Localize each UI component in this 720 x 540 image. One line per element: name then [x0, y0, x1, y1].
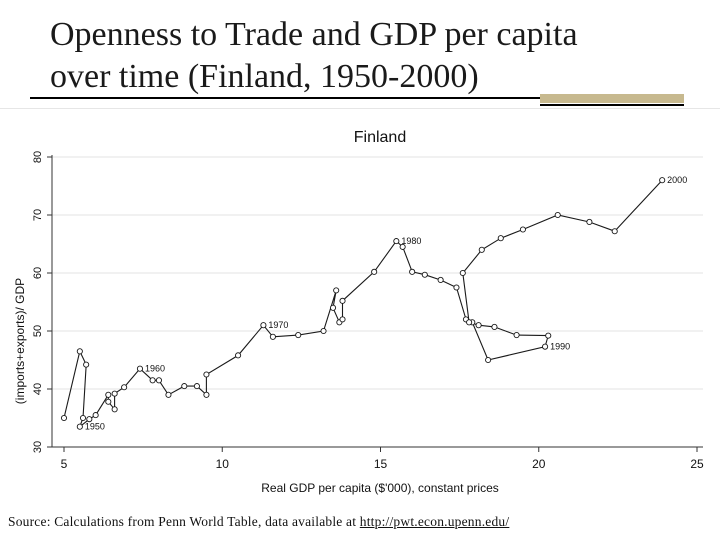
annotation-label: 1960: [145, 364, 165, 374]
data-point: [339, 316, 346, 323]
data-point: [421, 271, 428, 278]
accent-bar-underline: [540, 104, 684, 106]
series-points: [60, 177, 666, 430]
data-point: [105, 391, 112, 398]
y-tick-label: 50: [32, 325, 44, 337]
data-point: [136, 365, 144, 372]
data-point: [586, 218, 593, 226]
finland-chart: Finland 30 40 50 60 70 80 5 10 15 20 25 Real GDP p…: [13, 129, 704, 495]
data-point: [235, 352, 242, 359]
data-point: [60, 414, 68, 422]
data-point: [269, 333, 276, 340]
data-point: [193, 383, 200, 390]
data-point: [478, 246, 485, 253]
data-point: [466, 319, 473, 326]
data-point: [83, 361, 90, 368]
annotation-label: 1980: [401, 236, 421, 246]
annotation-label: 1970: [268, 320, 288, 330]
annotation-label: 2000: [667, 175, 687, 185]
y-tick-label: 60: [32, 267, 44, 279]
data-point: [92, 412, 99, 419]
data-point: [393, 238, 400, 245]
y-tick-label: 70: [32, 209, 44, 221]
y-tick-label: 30: [32, 441, 44, 453]
data-point: [76, 348, 83, 355]
title-underline: [30, 97, 540, 99]
data-point: [79, 414, 87, 422]
data-point: [409, 268, 416, 275]
data-point: [437, 276, 444, 284]
axes: 30 40 50 60 70 80 5 10 15 20 25: [32, 151, 704, 471]
chart-panel: Finland 30 40 50 60 70 80 5 10 15 20 25 Real GDP p…: [0, 108, 720, 511]
accent-bar: [540, 94, 684, 103]
data-point: [111, 406, 118, 413]
annotation-label: 1950: [85, 422, 105, 432]
data-point: [111, 390, 118, 397]
chart-title: Finland: [354, 129, 406, 146]
data-point: [399, 243, 406, 250]
source-link[interactable]: http://pwt.econ.upenn.edu/: [359, 514, 510, 529]
title-line-2: over time (Finland, 1950-2000): [50, 58, 479, 95]
data-point: [554, 211, 561, 219]
year-annotations: 1950 1960 1970 1980 1990 2000: [85, 175, 687, 432]
x-tick-label: 10: [216, 457, 230, 471]
x-tick-label: 5: [61, 457, 68, 471]
data-point: [542, 343, 549, 350]
data-point: [491, 323, 498, 330]
slide-title: Openness to Trade and GDP per capita ove…: [50, 14, 690, 98]
data-point: [339, 297, 346, 304]
data-point: [181, 383, 188, 390]
y-axis-label: (imports+exports)/ GDP: [13, 278, 27, 404]
source-text: Source: Calculations from Penn World Tab…: [8, 514, 360, 529]
data-point: [86, 416, 93, 423]
data-point: [333, 287, 340, 294]
data-point: [165, 391, 172, 398]
data-point: [121, 384, 128, 391]
x-tick-label: 25: [690, 457, 704, 471]
data-point: [485, 356, 492, 364]
data-point: [295, 332, 302, 339]
grid: [52, 156, 703, 448]
series-line: [63, 179, 663, 429]
data-point: [611, 228, 618, 235]
data-point: [260, 322, 267, 329]
data-point: [320, 327, 327, 335]
data-point: [149, 377, 156, 384]
data-point: [453, 284, 460, 291]
data-point: [459, 269, 466, 277]
x-tick-label: 15: [374, 457, 388, 471]
title-line-1: Openness to Trade and GDP per capita: [50, 16, 578, 53]
data-point: [203, 371, 210, 378]
data-point: [76, 423, 83, 430]
data-point: [497, 235, 504, 242]
data-point: [105, 398, 112, 405]
x-axis-label: Real GDP per capita ($'000), constant pr…: [261, 481, 499, 495]
x-tick-label: 20: [532, 457, 546, 471]
y-tick-label: 40: [32, 383, 44, 395]
series-path: [63, 179, 663, 429]
source-note: Source: Calculations from Penn World Tab…: [8, 514, 509, 530]
data-point: [519, 226, 526, 233]
y-tick-label: 80: [32, 151, 44, 163]
data-point: [329, 304, 337, 311]
data-point: [545, 332, 552, 339]
data-point: [475, 322, 482, 329]
data-point: [203, 391, 210, 398]
annotation-label: 1990: [550, 342, 570, 352]
data-point: [513, 332, 520, 339]
data-point: [371, 268, 378, 275]
data-point: [155, 377, 162, 384]
data-point: [659, 177, 666, 184]
